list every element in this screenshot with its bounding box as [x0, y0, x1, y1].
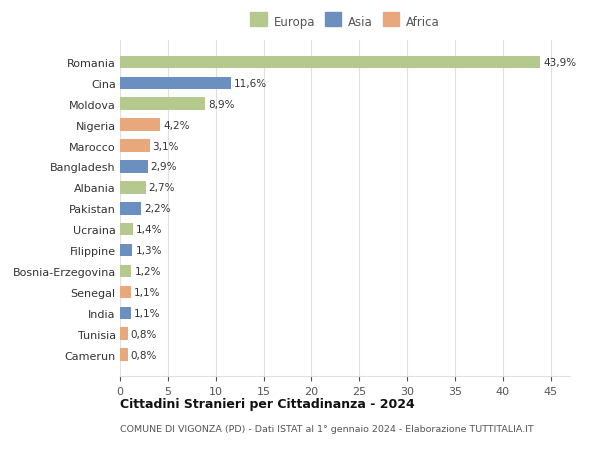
- Text: 43,9%: 43,9%: [543, 58, 577, 68]
- Bar: [120, 140, 149, 152]
- Bar: [120, 202, 141, 215]
- Text: 1,1%: 1,1%: [133, 287, 160, 297]
- Text: 1,1%: 1,1%: [133, 308, 160, 318]
- Bar: [120, 328, 128, 340]
- Text: 2,9%: 2,9%: [151, 162, 177, 172]
- Bar: [120, 286, 131, 298]
- Bar: [120, 349, 128, 361]
- Text: 11,6%: 11,6%: [234, 78, 267, 89]
- Text: 2,2%: 2,2%: [144, 204, 170, 214]
- Text: 1,3%: 1,3%: [136, 246, 162, 256]
- Text: 0,8%: 0,8%: [131, 329, 157, 339]
- Bar: [120, 78, 231, 90]
- Text: 3,1%: 3,1%: [152, 141, 179, 151]
- Bar: [120, 265, 131, 278]
- Bar: [120, 98, 205, 111]
- Text: 1,2%: 1,2%: [134, 266, 161, 276]
- Text: 4,2%: 4,2%: [163, 120, 190, 130]
- Legend: Europa, Asia, Africa: Europa, Asia, Africa: [248, 14, 442, 31]
- Text: COMUNE DI VIGONZA (PD) - Dati ISTAT al 1° gennaio 2024 - Elaborazione TUTTITALIA: COMUNE DI VIGONZA (PD) - Dati ISTAT al 1…: [120, 425, 534, 434]
- Text: 1,4%: 1,4%: [136, 225, 163, 235]
- Bar: [120, 307, 131, 319]
- Bar: [120, 161, 148, 174]
- Text: Cittadini Stranieri per Cittadinanza - 2024: Cittadini Stranieri per Cittadinanza - 2…: [120, 397, 415, 410]
- Bar: [120, 119, 160, 132]
- Text: 0,8%: 0,8%: [131, 350, 157, 360]
- Bar: [120, 182, 146, 194]
- Text: 8,9%: 8,9%: [208, 100, 235, 110]
- Bar: [120, 244, 133, 257]
- Bar: [120, 224, 133, 236]
- Text: 2,7%: 2,7%: [149, 183, 175, 193]
- Bar: [120, 56, 541, 69]
